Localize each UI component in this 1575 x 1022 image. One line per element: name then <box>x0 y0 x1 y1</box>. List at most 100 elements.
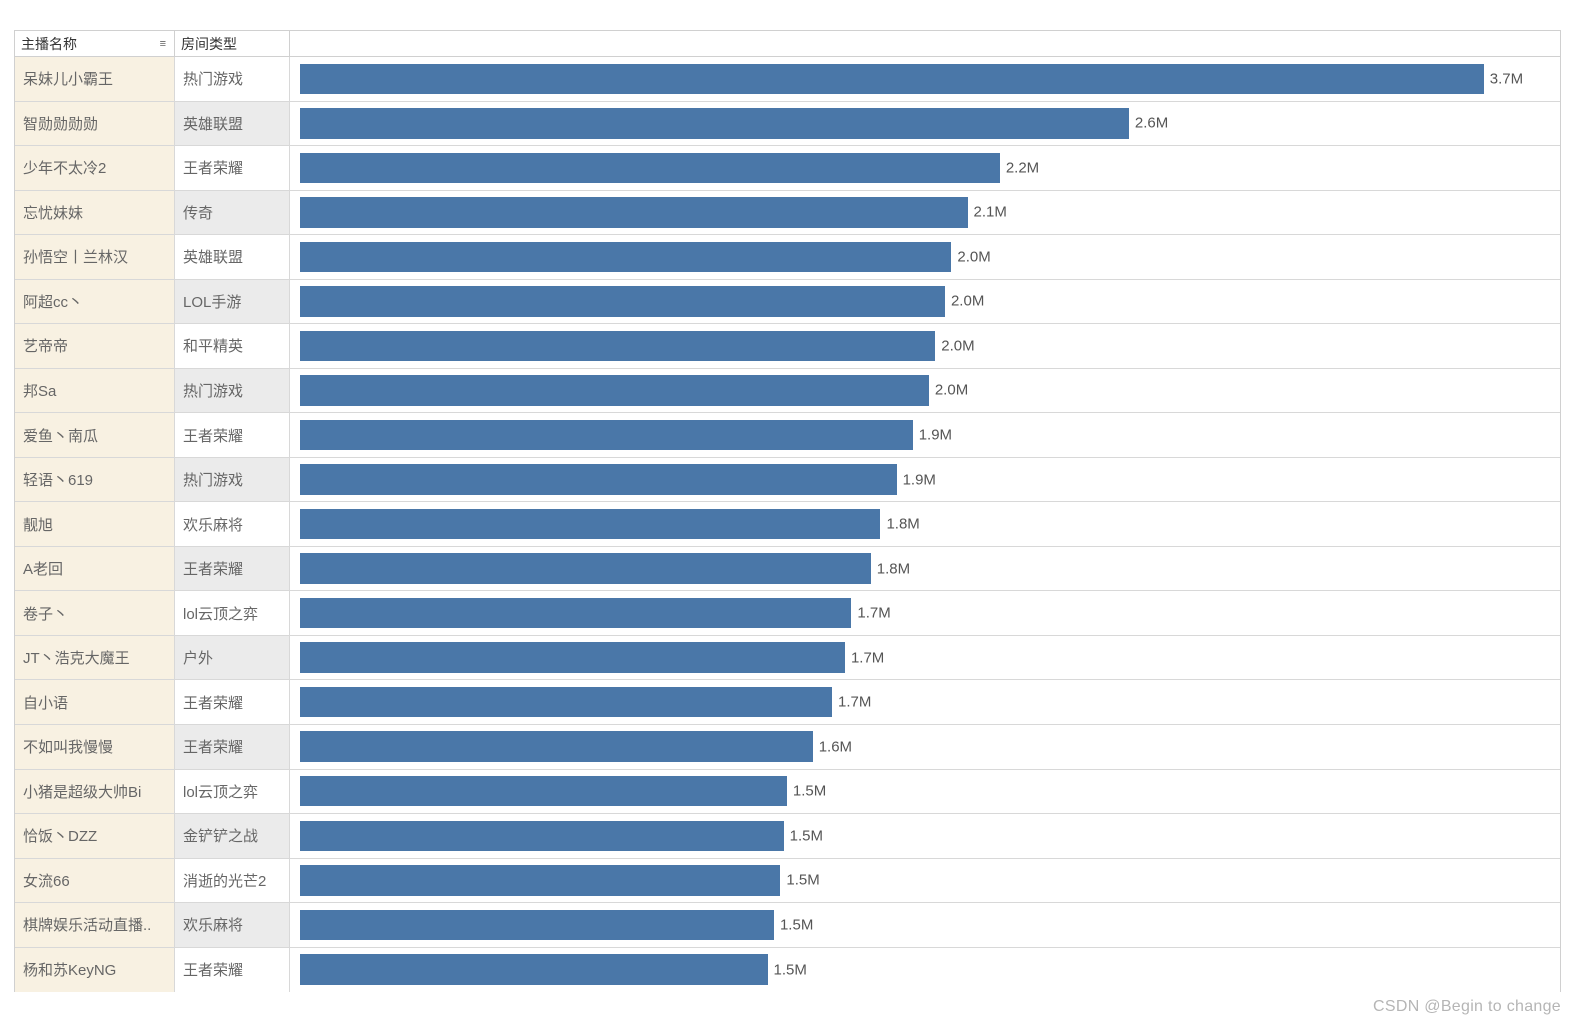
cell-name: 杨和苏KeyNG <box>15 948 175 993</box>
bar-value-label: 2.0M <box>935 382 968 399</box>
bar-value-label: 1.6M <box>819 738 852 755</box>
bar-value-label: 2.0M <box>941 337 974 354</box>
cell-type: 王者荣耀 <box>175 146 290 191</box>
bar[interactable] <box>300 865 780 895</box>
cell-type: 热门游戏 <box>175 369 290 414</box>
cell-name: 少年不太冷2 <box>15 146 175 191</box>
cell-bar: 2.2M <box>290 146 1560 191</box>
bar[interactable] <box>300 954 768 985</box>
table-row: 智勋勋勋勋英雄联盟 2.6M <box>15 102 1560 147</box>
bar-value-label: 2.6M <box>1135 115 1168 132</box>
sort-desc-icon: ≡ <box>160 38 168 50</box>
table-row: 艺帝帝和平精英2.0M <box>15 324 1560 369</box>
rows-container: 呆妹儿小霸王热门游戏3.7M智勋勋勋勋英雄联盟2.6M少年不太冷2王者荣耀2.2… <box>15 57 1560 992</box>
cell-name: 智勋勋勋勋 <box>15 102 175 147</box>
bar-value-label: 1.5M <box>793 783 826 800</box>
bar[interactable] <box>300 598 851 628</box>
table-row: JT丶浩克大魔王户外 1.7M <box>15 636 1560 681</box>
cell-type: 王者荣耀 <box>175 948 290 993</box>
bar-value-label: 3.7M <box>1490 70 1523 87</box>
cell-bar: 2.6M <box>290 102 1560 147</box>
cell-type: 王者荣耀 <box>175 547 290 592</box>
cell-bar: 2.0M <box>290 280 1560 325</box>
bar[interactable] <box>300 731 813 761</box>
bar[interactable] <box>300 642 845 672</box>
table-row: 女流66消逝的光芒21.5M <box>15 859 1560 904</box>
bar[interactable] <box>300 821 784 851</box>
bar-value-label: 1.9M <box>903 471 936 488</box>
bar-value-label: 2.2M <box>1006 159 1039 176</box>
cell-type: 户外 <box>175 636 290 681</box>
cell-name: 孙悟空丨兰林汉 <box>15 235 175 280</box>
header-col-type-label: 房间类型 <box>181 34 237 54</box>
table-row: 靓旭欢乐麻将1.8M <box>15 502 1560 547</box>
cell-name: 不如叫我慢慢 <box>15 725 175 770</box>
chart: 主播名称 ≡ 房间类型 呆妹儿小霸王热门游戏3.7M智勋勋勋勋英雄联盟2.6M少… <box>14 30 1561 992</box>
header-row: 主播名称 ≡ 房间类型 <box>15 31 1560 57</box>
bar[interactable] <box>300 464 897 494</box>
table-row: A老回王者荣耀1.8M <box>15 547 1560 592</box>
bar[interactable] <box>300 153 1000 183</box>
table-row: 卷子丶lol云顶之弈1.7M <box>15 591 1560 636</box>
bar[interactable] <box>300 687 832 717</box>
bar[interactable] <box>300 910 774 940</box>
cell-type: 热门游戏 <box>175 458 290 503</box>
cell-name: 爱鱼丶南瓜 <box>15 413 175 458</box>
header-col-name-label: 主播名称 <box>21 34 77 54</box>
cell-type: 英雄联盟 <box>175 235 290 280</box>
watermark: CSDN @Begin to change <box>1373 998 1561 1016</box>
cell-name: 女流66 <box>15 859 175 904</box>
bar-value-label: 1.7M <box>838 694 871 711</box>
cell-name: JT丶浩克大魔王 <box>15 636 175 681</box>
bar[interactable] <box>300 286 945 316</box>
bar[interactable] <box>300 776 787 806</box>
table-row: 恰饭丶DZZ金铲铲之战1.5M <box>15 814 1560 859</box>
bar[interactable] <box>300 331 935 361</box>
header-col-name[interactable]: 主播名称 ≡ <box>15 31 175 57</box>
bar-value-label: 2.0M <box>957 248 990 265</box>
cell-type: 王者荣耀 <box>175 680 290 725</box>
cell-type: LOL手游 <box>175 280 290 325</box>
table-row: 轻语丶619热门游戏 1.9M <box>15 458 1560 503</box>
bar[interactable] <box>300 420 913 450</box>
bar-value-label: 1.9M <box>919 427 952 444</box>
cell-name: 靓旭 <box>15 502 175 547</box>
bar[interactable] <box>300 375 929 405</box>
cell-bar: 1.7M <box>290 591 1560 636</box>
cell-type: 欢乐麻将 <box>175 903 290 948</box>
bar[interactable] <box>300 197 968 227</box>
table-row: 杨和苏KeyNG王者荣耀1.5M <box>15 948 1560 993</box>
bar-value-label: 1.8M <box>886 516 919 533</box>
table-row: 呆妹儿小霸王热门游戏 3.7M <box>15 57 1560 102</box>
cell-name: 轻语丶619 <box>15 458 175 503</box>
cell-name: 阿超cc丶 <box>15 280 175 325</box>
cell-type: 和平精英 <box>175 324 290 369</box>
cell-type: 英雄联盟 <box>175 102 290 147</box>
table-row: 忘忧妹妹传奇2.1M <box>15 191 1560 236</box>
cell-bar: 2.0M <box>290 235 1560 280</box>
bar[interactable] <box>300 108 1129 138</box>
header-col-type[interactable]: 房间类型 <box>175 31 290 57</box>
bar[interactable] <box>300 242 951 272</box>
cell-type: 热门游戏 <box>175 57 290 102</box>
table-row: 孙悟空丨兰林汉英雄联盟 2.0M <box>15 235 1560 280</box>
bar-value-label: 1.8M <box>877 560 910 577</box>
cell-type: 王者荣耀 <box>175 725 290 770</box>
bar[interactable] <box>300 509 880 539</box>
bar[interactable] <box>300 553 871 583</box>
cell-type: 消逝的光芒2 <box>175 859 290 904</box>
bar-value-label: 2.1M <box>974 204 1007 221</box>
cell-name: 邦Sa <box>15 369 175 414</box>
cell-bar: 1.9M <box>290 413 1560 458</box>
cell-bar: 1.8M <box>290 547 1560 592</box>
bar-value-label: 2.0M <box>951 293 984 310</box>
header-col-bar <box>290 31 1560 57</box>
bar-value-label: 1.7M <box>851 649 884 666</box>
cell-bar: 1.9M <box>290 458 1560 503</box>
cell-name: 卷子丶 <box>15 591 175 636</box>
cell-bar: 1.7M <box>290 636 1560 681</box>
bar[interactable] <box>300 64 1484 94</box>
cell-type: lol云顶之弈 <box>175 770 290 815</box>
cell-type: 金铲铲之战 <box>175 814 290 859</box>
cell-name: 呆妹儿小霸王 <box>15 57 175 102</box>
